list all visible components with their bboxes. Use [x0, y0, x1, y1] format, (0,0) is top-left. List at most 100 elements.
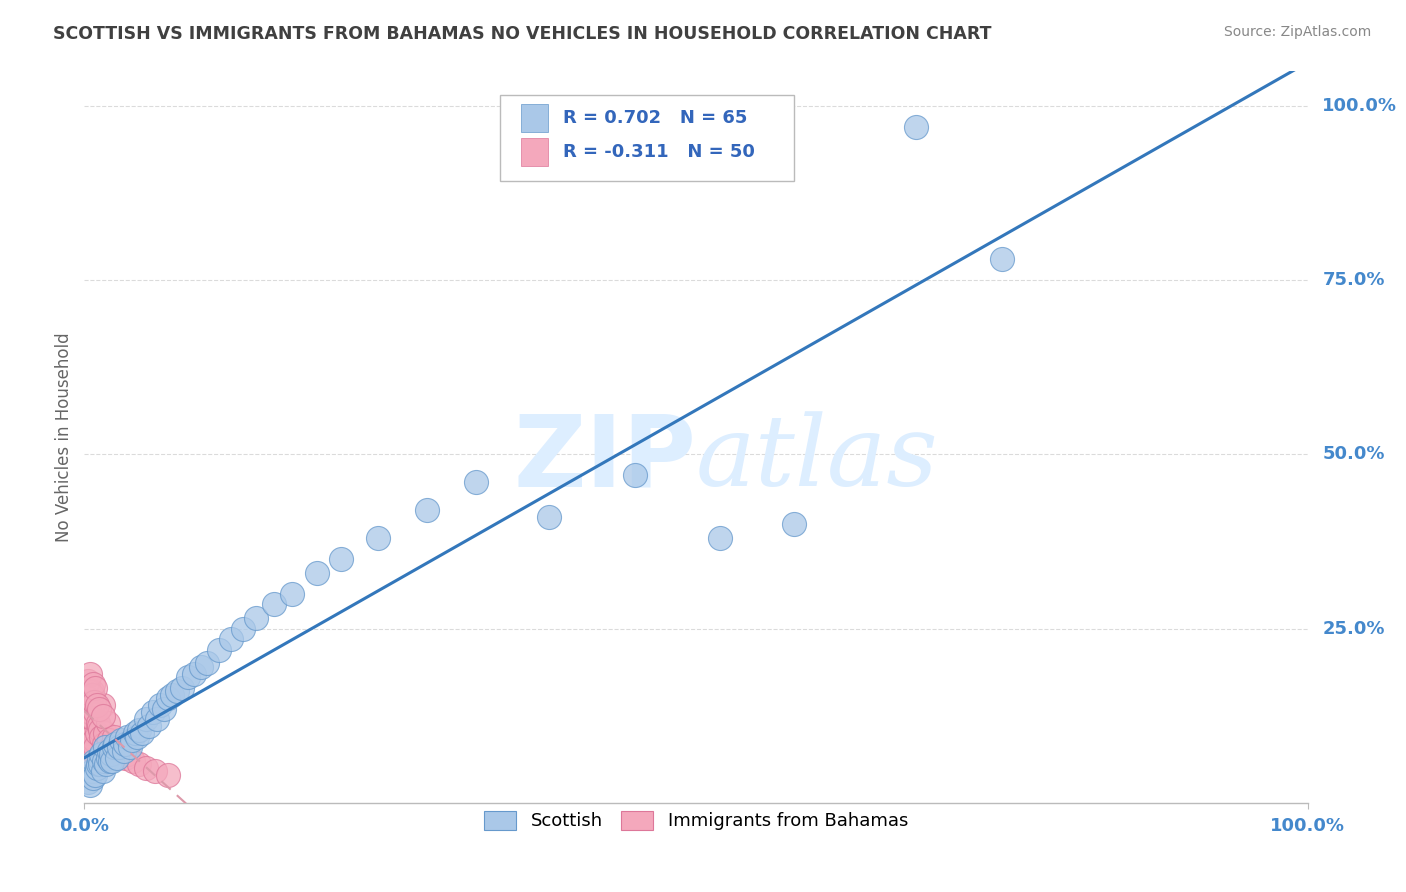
- Point: [84, 740, 107, 755]
- Point: [905, 120, 928, 134]
- Point: [82, 712, 104, 726]
- Text: R = -0.311   N = 50: R = -0.311 N = 50: [562, 143, 755, 161]
- Point: [86, 761, 108, 775]
- Point: [107, 743, 129, 757]
- Point: [83, 733, 105, 747]
- Point: [79, 667, 101, 681]
- Point: [177, 670, 200, 684]
- Point: [115, 730, 138, 744]
- Point: [93, 754, 115, 768]
- Point: [77, 684, 100, 698]
- FancyBboxPatch shape: [501, 95, 794, 181]
- Point: [114, 750, 136, 764]
- Point: [783, 517, 806, 532]
- Point: [135, 761, 157, 775]
- Text: 50.0%: 50.0%: [1322, 445, 1385, 464]
- FancyBboxPatch shape: [522, 104, 548, 132]
- Point: [96, 743, 118, 757]
- Point: [100, 747, 122, 761]
- Text: 75.0%: 75.0%: [1322, 271, 1385, 289]
- Point: [263, 597, 285, 611]
- Point: [112, 743, 135, 757]
- Point: [110, 733, 132, 747]
- Point: [128, 757, 150, 772]
- Point: [245, 611, 267, 625]
- Point: [162, 688, 184, 702]
- Point: [80, 764, 103, 779]
- Point: [538, 510, 561, 524]
- Point: [82, 677, 104, 691]
- Point: [94, 726, 117, 740]
- Point: [121, 733, 143, 747]
- Point: [991, 252, 1014, 267]
- Point: [89, 723, 111, 737]
- Point: [172, 681, 194, 695]
- Point: [156, 768, 179, 782]
- Point: [330, 552, 353, 566]
- Point: [114, 737, 136, 751]
- Point: [97, 733, 120, 747]
- Point: [101, 754, 124, 768]
- Point: [190, 660, 212, 674]
- Point: [104, 737, 127, 751]
- Point: [86, 726, 108, 740]
- Text: R = 0.702   N = 65: R = 0.702 N = 65: [562, 109, 747, 128]
- Point: [149, 698, 172, 713]
- Point: [87, 715, 110, 730]
- Point: [183, 667, 205, 681]
- Point: [77, 747, 100, 761]
- Point: [464, 475, 486, 490]
- Point: [367, 531, 389, 545]
- Point: [76, 726, 98, 740]
- Point: [232, 622, 254, 636]
- Text: Source: ZipAtlas.com: Source: ZipAtlas.com: [1223, 25, 1371, 39]
- Point: [145, 712, 167, 726]
- Point: [90, 747, 112, 761]
- FancyBboxPatch shape: [522, 138, 548, 166]
- Legend: Scottish, Immigrants from Bahamas: Scottish, Immigrants from Bahamas: [477, 804, 915, 838]
- Point: [77, 673, 100, 688]
- Point: [79, 737, 101, 751]
- Point: [83, 695, 105, 709]
- Point: [91, 764, 114, 779]
- Y-axis label: No Vehicles in Household: No Vehicles in Household: [55, 332, 73, 542]
- Point: [80, 688, 103, 702]
- Point: [219, 632, 242, 646]
- Point: [84, 768, 107, 782]
- Point: [93, 737, 115, 751]
- Point: [97, 750, 120, 764]
- Point: [91, 698, 114, 713]
- Point: [94, 740, 117, 755]
- Point: [97, 715, 120, 730]
- Point: [124, 726, 146, 740]
- Point: [87, 750, 110, 764]
- Point: [305, 566, 328, 580]
- Point: [153, 702, 176, 716]
- Text: atlas: atlas: [696, 411, 939, 507]
- Point: [84, 681, 107, 695]
- Point: [80, 730, 103, 744]
- Point: [86, 698, 108, 713]
- Point: [91, 708, 114, 723]
- Point: [105, 750, 128, 764]
- Point: [138, 719, 160, 733]
- Point: [84, 705, 107, 719]
- Point: [110, 740, 132, 755]
- Point: [105, 737, 128, 751]
- Point: [195, 657, 218, 671]
- Point: [89, 757, 111, 772]
- Point: [83, 695, 105, 709]
- Point: [77, 719, 100, 733]
- Point: [77, 691, 100, 706]
- Text: ZIP: ZIP: [513, 410, 696, 508]
- Point: [117, 747, 139, 761]
- Point: [624, 468, 647, 483]
- Point: [709, 531, 731, 545]
- Point: [143, 764, 166, 779]
- Point: [79, 705, 101, 719]
- Point: [103, 740, 125, 755]
- Point: [82, 772, 104, 786]
- Point: [87, 719, 110, 733]
- Point: [82, 743, 104, 757]
- Point: [87, 702, 110, 716]
